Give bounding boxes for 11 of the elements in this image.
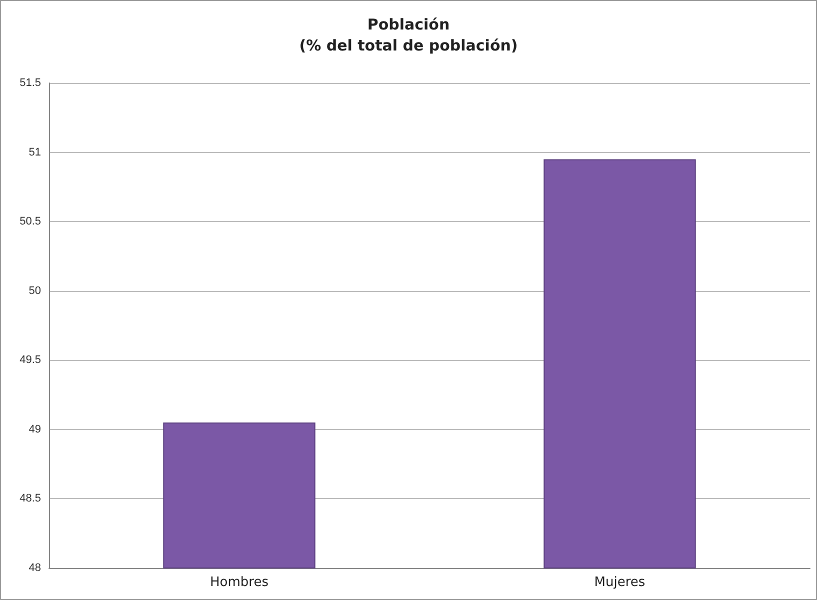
y-tick-label: 49 — [28, 423, 41, 436]
y-tick-label: 48.5 — [20, 492, 41, 505]
y-tick-label: 49.5 — [20, 354, 41, 366]
y-tick-label: 48 — [28, 562, 41, 574]
y-tick-label: 51 — [28, 146, 41, 158]
y-tick-label: 50 — [28, 284, 41, 297]
x-tick-label: Mujeres — [594, 575, 646, 590]
y-tick-label: 51.5 — [20, 77, 41, 89]
y-tick-label: 50.5 — [20, 216, 41, 228]
chart-title: Población (% del total de población) — [299, 16, 518, 54]
x-tick-label: Hombres — [210, 575, 269, 590]
